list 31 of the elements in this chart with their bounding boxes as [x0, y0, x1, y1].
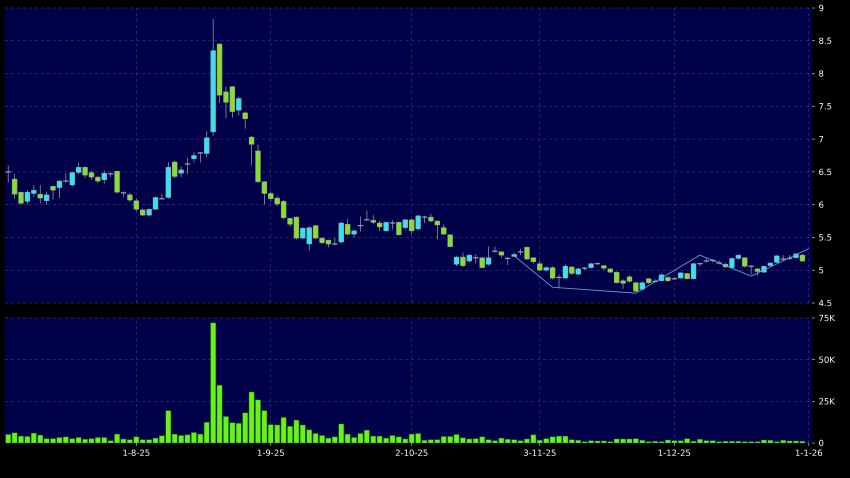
x-tick-label: 1-1-26	[796, 450, 822, 456]
y-tick-label: 8	[819, 70, 824, 77]
candlestick	[204, 130, 210, 158]
candlestick	[441, 224, 446, 236]
candlestick	[370, 214, 376, 225]
y-tick-label: 9	[819, 4, 824, 12]
y-tick-label: 5.5	[819, 234, 832, 241]
y-tick-label: 7.5	[819, 103, 832, 110]
x-tick-label: 2-10-25	[396, 450, 428, 456]
y-tick-label: 50K	[819, 356, 836, 363]
candlestick	[242, 111, 248, 129]
line-series	[514, 248, 810, 294]
y-tick-label: 7	[819, 136, 824, 142]
candlestick	[134, 198, 139, 212]
y-tick-label: 5	[819, 267, 824, 274]
candlestick	[114, 170, 120, 194]
x-tick-label: 3-11-25	[524, 450, 556, 456]
candlestick	[127, 192, 133, 202]
candlestick	[447, 234, 453, 248]
x-tick-label: 1-8-25	[123, 450, 150, 456]
x-tick-label: 1-12-25	[658, 450, 690, 456]
y-tick-label: 6	[819, 201, 824, 208]
y-tick-label: 4.5	[818, 300, 832, 306]
candlestick	[248, 135, 254, 166]
y-tick-label: 0	[819, 440, 824, 446]
y-tick-label: 75K	[819, 314, 836, 322]
candlestick	[191, 152, 197, 164]
y-tick-label: 25K	[819, 398, 836, 405]
y-tick-label: 8.5	[819, 38, 832, 44]
x-tick-label: 1-9-25	[258, 450, 284, 456]
y-tick-label: 6.5	[819, 168, 832, 176]
